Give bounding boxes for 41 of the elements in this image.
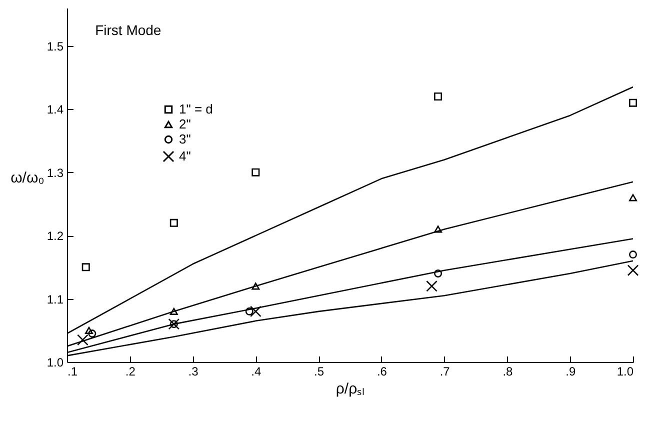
point (434, 226, 442, 233)
point (245, 307, 254, 316)
point (82, 263, 90, 272)
y-tick-label: 1.5 (46, 39, 64, 54)
x-tick-label: .2 (125, 364, 136, 378)
x-tick-label: .3 (188, 364, 199, 378)
x-tick-label: .5 (314, 364, 324, 378)
text: First Mode (95, 22, 162, 38)
x-tick-label: .6 (376, 364, 388, 378)
x-tick-label: .9 (566, 364, 576, 378)
point (170, 218, 178, 227)
legend-label: 2" (179, 116, 192, 132)
point (85, 326, 94, 334)
y-tick-label: 1.1 (46, 292, 64, 306)
y-tick-label: 1.3 (46, 166, 64, 180)
x-tick-label: .4 (251, 364, 262, 378)
y-axis-title: ω/ω₀ (10, 170, 44, 186)
point (434, 270, 442, 278)
x-tick-label: 1.0 (616, 364, 634, 378)
point (77, 334, 88, 346)
point (628, 250, 638, 259)
y-tick-label: 1.0 (46, 356, 64, 370)
x-axis-title: ρ/ρₛₗ (336, 380, 366, 398)
x-tick-label: .1 (68, 364, 78, 378)
legend-label: 4" (179, 148, 192, 164)
point (628, 194, 638, 202)
x-tick-label: .8 (502, 364, 514, 378)
point (628, 98, 638, 107)
point (434, 92, 442, 101)
point (627, 264, 639, 276)
x-tick-label: .7 (440, 364, 450, 378)
legend-label: 1" = d (179, 102, 213, 116)
y-tick-label: 1.2 (46, 229, 64, 244)
point (170, 308, 178, 315)
point (88, 330, 96, 338)
point (426, 280, 438, 292)
point (250, 306, 262, 318)
point (252, 168, 260, 176)
y-tick-label: 1.4 (46, 102, 64, 117)
legend-label: 3" (179, 132, 192, 146)
point (252, 282, 260, 290)
